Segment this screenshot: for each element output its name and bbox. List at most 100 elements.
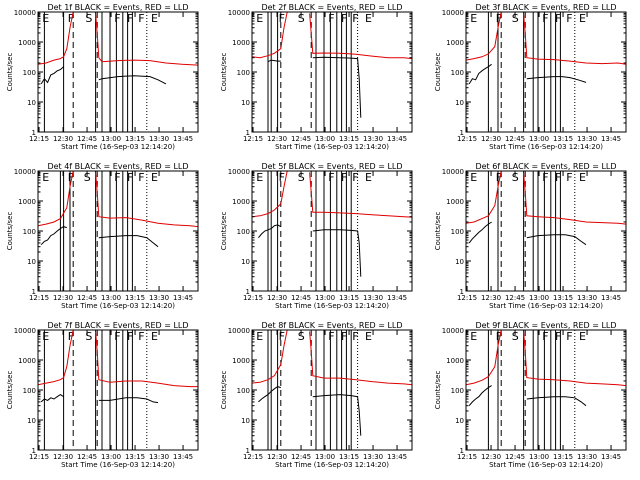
series-line-events <box>98 235 159 248</box>
series-line-lld <box>523 13 626 65</box>
y-tick-label: 1000 <box>446 198 464 206</box>
series-line-lld <box>38 12 74 65</box>
x-tick-label: 12:30 <box>481 294 501 302</box>
series-line-events <box>526 76 587 83</box>
series-lld <box>252 12 412 60</box>
y-axis-label: Counts/sec <box>220 371 228 410</box>
y-tick-label: 100 <box>237 69 250 77</box>
y-tick-label: 10 <box>241 99 250 107</box>
x-tick-label: 12:45 <box>291 453 311 461</box>
y-tick-label: 100 <box>23 228 36 236</box>
x-tick-label: 13:00 <box>529 135 549 143</box>
y-tick-label: 10 <box>455 417 464 425</box>
x-tick-label: 12:15 <box>29 294 49 302</box>
x-tick-label: 13:45 <box>173 453 193 461</box>
plot-frame <box>251 329 413 451</box>
plot-frame <box>465 11 627 133</box>
x-axis-label: Start Time (16-Sep-03 12:14:20) <box>489 302 603 310</box>
x-tick-label: 12:30 <box>267 453 287 461</box>
interval-label: E <box>365 330 372 343</box>
interval-label: E <box>470 171 477 184</box>
x-tick-label: 13:30 <box>149 294 169 302</box>
x-tick-label: 13:45 <box>387 453 407 461</box>
x-tick-label: 13:00 <box>315 135 335 143</box>
interval-label: S <box>298 330 305 343</box>
x-tick-label: 13:00 <box>529 453 549 461</box>
plot-frame <box>37 170 199 292</box>
interval-label: E <box>42 12 49 25</box>
x-tick-label: 12:15 <box>243 135 263 143</box>
y-tick-label: 10000 <box>442 327 464 335</box>
series-line-lld <box>38 330 74 386</box>
panel-title: Det 3f BLACK = Events, RED = LLD <box>475 3 616 12</box>
interval-label: E <box>42 171 49 184</box>
x-axis-label: Start Time (16-Sep-03 12:14:20) <box>275 302 389 310</box>
series-line-lld <box>252 330 288 384</box>
interval-label: S <box>85 330 92 343</box>
series-line-events <box>267 59 281 63</box>
y-tick-label: 100 <box>237 228 250 236</box>
interval-label: F <box>138 330 144 343</box>
y-tick-label: 100 <box>451 387 464 395</box>
x-tick-label: 13:15 <box>125 294 145 302</box>
interval-label: F <box>138 171 144 184</box>
interval-label: F <box>555 330 561 343</box>
y-tick-label: 10000 <box>228 168 250 176</box>
series-line-lld <box>523 331 626 387</box>
interval-label: S <box>84 171 91 184</box>
x-tick-label: 13:30 <box>363 135 383 143</box>
interval-label: E <box>151 330 158 343</box>
y-tick-label: 100 <box>23 69 36 77</box>
series-events <box>40 66 167 85</box>
y-tick-label: 1 <box>460 288 464 296</box>
series-line-lld <box>309 172 412 218</box>
series-line-events <box>526 234 587 246</box>
x-tick-label: 13:45 <box>387 294 407 302</box>
interval-label: F <box>328 171 334 184</box>
y-tick-label: 1 <box>246 288 250 296</box>
y-axis-label: Counts/sec <box>6 371 14 410</box>
x-tick-label: 12:15 <box>243 453 263 461</box>
interval-label: F <box>328 12 334 25</box>
interval-label: F <box>352 330 358 343</box>
series-line-lld <box>38 171 74 227</box>
y-tick-label: 1 <box>32 447 36 455</box>
x-tick-label: 13:00 <box>315 453 335 461</box>
plot-frame <box>465 329 627 451</box>
interval-label: F <box>566 171 572 184</box>
x-tick-label: 13:00 <box>101 453 121 461</box>
plot-frame <box>465 170 627 292</box>
x-axis-label: Start Time (16-Sep-03 12:14:20) <box>489 461 603 469</box>
x-tick-label: 13:15 <box>553 453 573 461</box>
x-tick-label: 13:30 <box>363 453 383 461</box>
y-tick-label: 1000 <box>18 198 36 206</box>
interval-label: F <box>68 171 74 184</box>
plot-frame <box>37 11 199 133</box>
x-tick-label: 12:30 <box>267 135 287 143</box>
series-line-lld <box>252 171 288 218</box>
interval-label: F <box>341 171 347 184</box>
plot-frame <box>251 11 413 133</box>
y-tick-label: 1000 <box>446 357 464 365</box>
x-axis-label: Start Time (16-Sep-03 12:14:20) <box>275 143 389 151</box>
interval-label: E <box>579 171 586 184</box>
x-tick-label: 13:15 <box>339 135 359 143</box>
series-events <box>468 385 587 407</box>
interval-label: F <box>496 330 502 343</box>
series-lld <box>466 330 626 387</box>
x-tick-label: 12:30 <box>53 453 73 461</box>
y-tick-label: 10000 <box>14 168 36 176</box>
y-axis-label: Counts/sec <box>220 212 228 251</box>
x-tick-label: 13:45 <box>387 135 407 143</box>
interval-label: F <box>127 171 133 184</box>
x-tick-label: 13:00 <box>529 294 549 302</box>
y-tick-label: 1 <box>460 447 464 455</box>
interval-label: F <box>279 330 285 343</box>
x-tick-label: 13:45 <box>601 453 621 461</box>
interval-label: E <box>579 330 586 343</box>
y-tick-label: 10 <box>27 258 36 266</box>
y-tick-label: 10 <box>455 99 464 107</box>
